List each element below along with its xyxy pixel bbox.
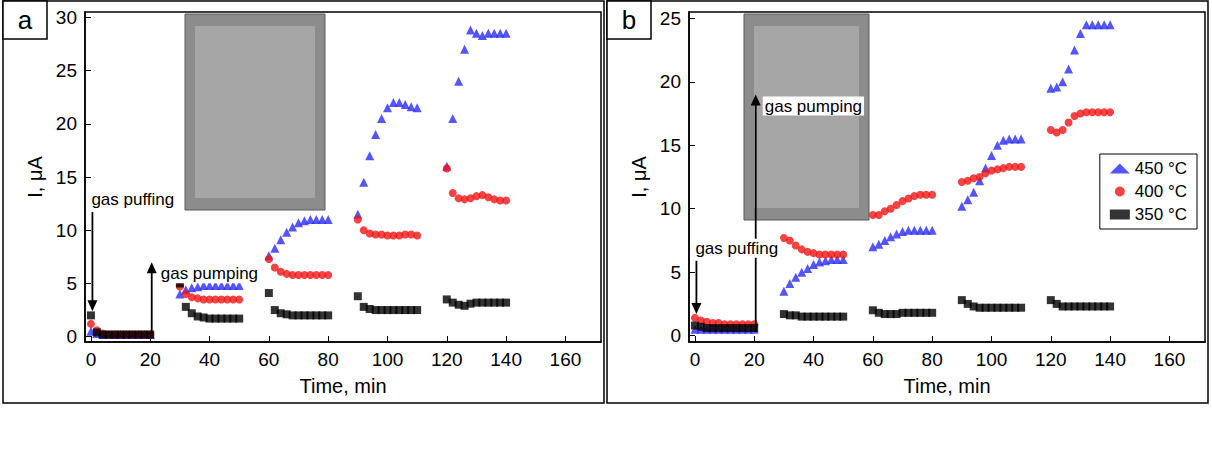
svg-text:160: 160 (1154, 349, 1186, 370)
svg-text:40: 40 (199, 349, 220, 370)
svg-text:15: 15 (56, 167, 77, 188)
svg-text:25: 25 (660, 8, 681, 29)
svg-text:160: 160 (550, 349, 582, 370)
svg-text:b: b (622, 5, 636, 35)
svg-text:80: 80 (318, 349, 339, 370)
svg-text:20: 20 (744, 349, 765, 370)
svg-text:gas pumping: gas pumping (765, 97, 862, 116)
svg-text:Time, min: Time, min (903, 375, 990, 397)
svg-text:I, μA: I, μA (24, 156, 46, 198)
svg-text:Time, min: Time, min (299, 375, 386, 397)
svg-text:0: 0 (670, 325, 681, 346)
svg-text:25: 25 (56, 60, 77, 81)
svg-text:10: 10 (56, 220, 77, 241)
svg-text:20: 20 (660, 71, 681, 92)
svg-text:gas puffing: gas puffing (91, 190, 174, 209)
svg-text:140: 140 (490, 349, 522, 370)
svg-text:100: 100 (976, 349, 1008, 370)
svg-text:60: 60 (258, 349, 279, 370)
svg-text:40: 40 (803, 349, 824, 370)
svg-text:a: a (18, 5, 33, 35)
svg-text:I, μA: I, μA (628, 156, 650, 198)
svg-text:20: 20 (140, 349, 161, 370)
svg-text:0: 0 (86, 349, 97, 370)
svg-text:5: 5 (66, 273, 77, 294)
svg-text:60: 60 (862, 349, 883, 370)
svg-text:15: 15 (660, 135, 681, 156)
svg-text:80: 80 (922, 349, 943, 370)
svg-text:350 °C: 350 °C (1135, 205, 1187, 224)
svg-text:5: 5 (670, 262, 681, 283)
svg-text:400 °C: 400 °C (1135, 182, 1187, 201)
svg-text:30: 30 (56, 7, 77, 28)
svg-text:gas pumping: gas pumping (161, 264, 258, 283)
svg-text:140: 140 (1094, 349, 1126, 370)
svg-text:gas puffing: gas puffing (695, 239, 778, 258)
svg-text:0: 0 (66, 326, 77, 347)
svg-text:120: 120 (1035, 349, 1067, 370)
svg-text:10: 10 (660, 198, 681, 219)
svg-text:0: 0 (690, 349, 701, 370)
svg-text:120: 120 (431, 349, 463, 370)
svg-text:20: 20 (56, 113, 77, 134)
svg-text:100: 100 (372, 349, 404, 370)
svg-text:450 °C: 450 °C (1135, 159, 1187, 178)
